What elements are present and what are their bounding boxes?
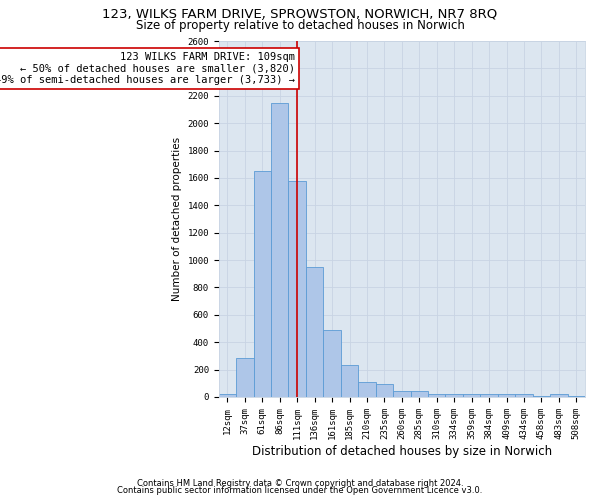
Bar <box>358 382 376 397</box>
Bar <box>428 394 445 397</box>
Bar <box>271 102 289 397</box>
Bar <box>218 394 236 397</box>
Bar <box>393 392 410 397</box>
Bar <box>533 396 550 397</box>
Text: Contains HM Land Registry data © Crown copyright and database right 2024.: Contains HM Land Registry data © Crown c… <box>137 478 463 488</box>
Bar <box>568 396 585 397</box>
Y-axis label: Number of detached properties: Number of detached properties <box>172 137 182 301</box>
Text: Contains public sector information licensed under the Open Government Licence v3: Contains public sector information licen… <box>118 486 482 495</box>
Bar <box>376 384 393 397</box>
Text: Size of property relative to detached houses in Norwich: Size of property relative to detached ho… <box>136 18 464 32</box>
Bar <box>289 182 306 397</box>
Bar <box>515 394 533 397</box>
Bar <box>323 330 341 397</box>
Bar <box>498 394 515 397</box>
Bar <box>550 394 568 397</box>
X-axis label: Distribution of detached houses by size in Norwich: Distribution of detached houses by size … <box>252 444 552 458</box>
Bar <box>481 394 498 397</box>
Text: 123 WILKS FARM DRIVE: 109sqm
← 50% of detached houses are smaller (3,820)
49% of: 123 WILKS FARM DRIVE: 109sqm ← 50% of de… <box>0 52 295 85</box>
Bar <box>306 267 323 397</box>
Bar <box>410 392 428 397</box>
Text: 123, WILKS FARM DRIVE, SPROWSTON, NORWICH, NR7 8RQ: 123, WILKS FARM DRIVE, SPROWSTON, NORWIC… <box>103 8 497 20</box>
Bar <box>463 394 481 397</box>
Bar <box>254 171 271 397</box>
Bar <box>236 358 254 397</box>
Bar <box>341 365 358 397</box>
Bar <box>445 394 463 397</box>
